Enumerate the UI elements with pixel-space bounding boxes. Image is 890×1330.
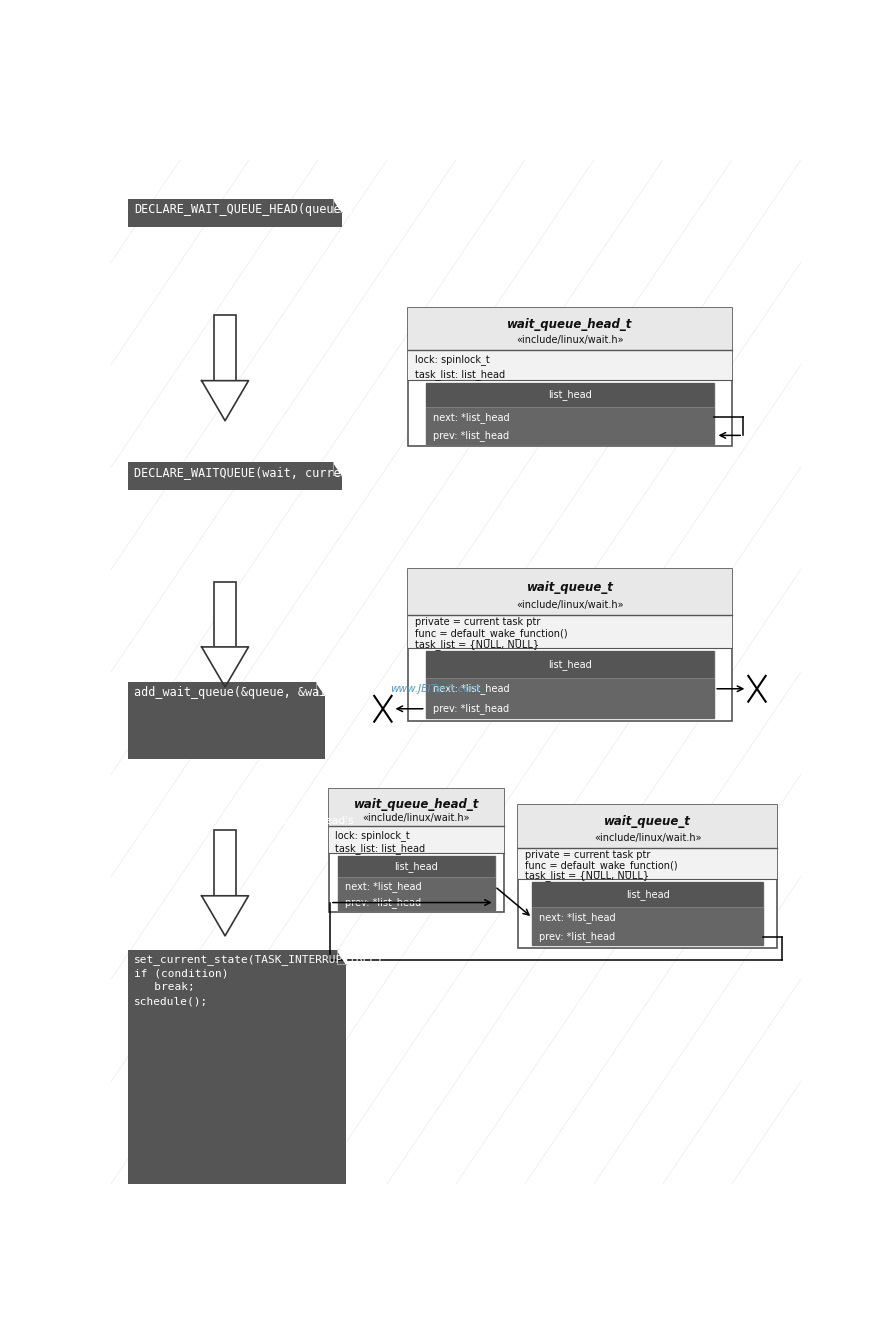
Text: wait_queue_t: wait_queue_t xyxy=(527,581,613,595)
Text: task_list: list_head: task_list: list_head xyxy=(415,370,505,380)
Bar xyxy=(408,309,732,447)
Text: add_wait_queue(&queue, &wait);: add_wait_queue(&queue, &wait); xyxy=(134,686,348,700)
Bar xyxy=(532,882,763,946)
Polygon shape xyxy=(202,896,248,936)
Text: next: *list_head: next: *list_head xyxy=(345,880,422,892)
Bar xyxy=(408,350,732,380)
Bar xyxy=(338,855,495,910)
Text: list_head: list_head xyxy=(548,390,592,400)
Bar xyxy=(518,847,777,879)
Text: prev: *list_head: prev: *list_head xyxy=(345,898,421,908)
Bar xyxy=(425,383,714,444)
Text: «include/linux/wait.h»: «include/linux/wait.h» xyxy=(516,335,624,346)
Text: next: *list_head: next: *list_head xyxy=(433,684,509,694)
Bar xyxy=(518,805,777,948)
Text: «include/linux/wait.h»: «include/linux/wait.h» xyxy=(594,834,701,843)
Text: list_head: list_head xyxy=(394,861,439,872)
Text: «include/linux/wait.h»: «include/linux/wait.h» xyxy=(516,600,624,609)
Text: wait_queue_t: wait_queue_t xyxy=(604,815,691,829)
Text: next: *list_head: next: *list_head xyxy=(539,912,616,923)
Text: DECLARE_WAIT_QUEUE_HEAD(queue);: DECLARE_WAIT_QUEUE_HEAD(queue); xyxy=(134,202,355,215)
Polygon shape xyxy=(316,682,325,696)
Bar xyxy=(408,569,732,614)
Bar xyxy=(425,652,714,678)
Text: «include/linux/wait.h»: «include/linux/wait.h» xyxy=(363,813,470,823)
Bar xyxy=(532,882,763,907)
Text: wait_queue_head_t: wait_queue_head_t xyxy=(354,798,479,811)
Text: prev: *list_head: prev: *list_head xyxy=(539,931,616,942)
Polygon shape xyxy=(334,198,343,211)
Text: lock: spinlock_t: lock: spinlock_t xyxy=(336,830,410,841)
Text: next: *list_head: next: *list_head xyxy=(433,412,509,423)
Text: wait_queue_head_t: wait_queue_head_t xyxy=(507,318,633,331)
Text: task_list: list_head: task_list: list_head xyxy=(336,843,425,854)
Text: func = default_wake_function(): func = default_wake_function() xyxy=(525,859,677,871)
Bar xyxy=(128,462,343,491)
Text: prev: *list_head: prev: *list_head xyxy=(433,704,509,714)
Bar xyxy=(518,805,777,847)
Bar xyxy=(128,198,343,227)
Bar xyxy=(338,855,495,878)
Bar xyxy=(214,315,236,380)
Text: list_head: list_head xyxy=(548,658,592,670)
Bar xyxy=(328,826,505,854)
Text: func = default_wake_function(): func = default_wake_function() xyxy=(415,628,567,638)
Bar xyxy=(408,614,732,648)
Polygon shape xyxy=(202,646,248,688)
Text: task_list = {NULL, NULL}: task_list = {NULL, NULL} xyxy=(525,870,649,880)
Text: Done atomically using the queue head's
spinlock.: Done atomically using the queue head's s… xyxy=(134,815,353,839)
Bar xyxy=(328,790,505,826)
Text: private = current task ptr: private = current task ptr xyxy=(415,617,540,626)
Text: list_head: list_head xyxy=(626,890,669,900)
Text: private = current task ptr: private = current task ptr xyxy=(525,850,651,859)
Text: DECLARE_WAITQUEUE(wait, current);: DECLARE_WAITQUEUE(wait, current); xyxy=(134,465,369,479)
Text: lock: spinlock_t: lock: spinlock_t xyxy=(415,354,490,364)
Bar xyxy=(425,383,714,407)
Polygon shape xyxy=(336,950,345,963)
Text: prev: *list_head: prev: *list_head xyxy=(433,430,509,440)
Bar xyxy=(338,878,495,910)
Bar xyxy=(214,581,236,646)
Bar xyxy=(128,950,345,1184)
Bar xyxy=(425,678,714,718)
Bar xyxy=(425,407,714,444)
Bar xyxy=(214,830,236,896)
Bar xyxy=(128,682,325,758)
Text: www.JEITech.com: www.JEITech.com xyxy=(391,684,481,694)
Bar xyxy=(532,907,763,946)
Text: set_current_state(TASK_INTERRUPTIBLE);
if (condition)
   break;
schedule();: set_current_state(TASK_INTERRUPTIBLE); i… xyxy=(134,955,391,1005)
Text: task_list = {NULL, NULL}: task_list = {NULL, NULL} xyxy=(415,638,538,649)
Polygon shape xyxy=(202,380,248,420)
Bar xyxy=(425,652,714,718)
Bar xyxy=(408,569,732,721)
Polygon shape xyxy=(334,462,343,475)
Bar xyxy=(408,309,732,350)
Bar xyxy=(328,790,505,912)
